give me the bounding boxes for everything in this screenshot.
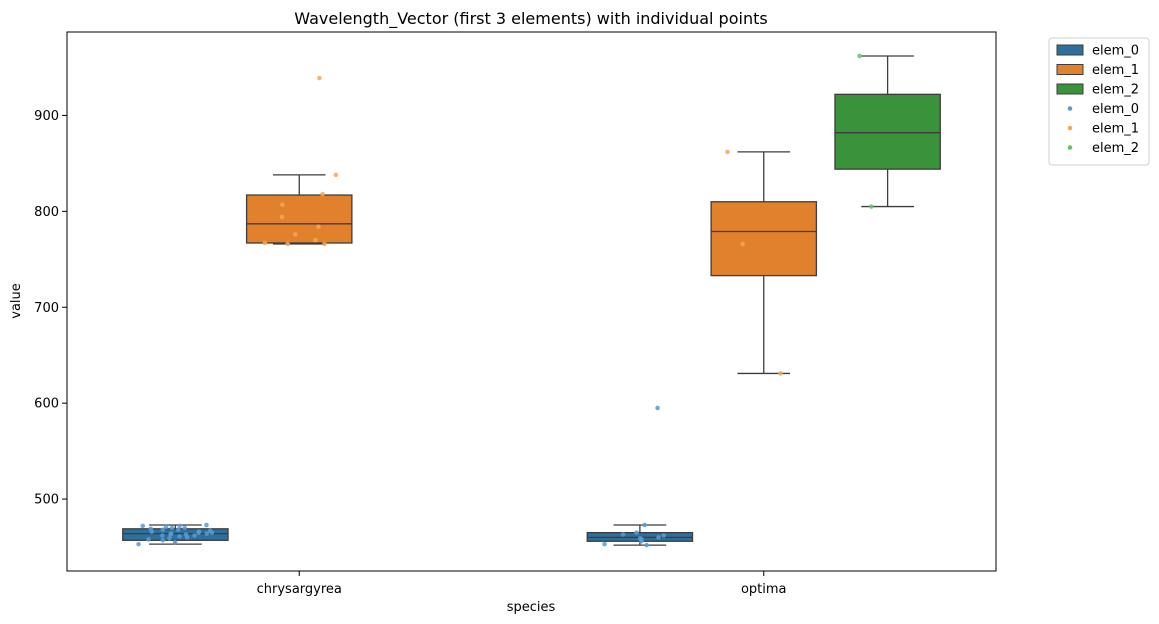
- point-elem_1: [740, 241, 745, 247]
- point-elem_0: [163, 524, 169, 530]
- point-elem_1: [320, 191, 325, 197]
- point-elem_0: [160, 533, 165, 538]
- point-elem_0: [176, 527, 181, 533]
- point-elem_0: [661, 533, 667, 538]
- y-tick-label: 700: [34, 301, 59, 316]
- y-axis: 500 600 700 800 900: [34, 109, 67, 508]
- legend-label-elem_0: elem_0: [1092, 102, 1139, 117]
- box-elem_1-optima: [710, 151, 818, 375]
- legend-label-elem_1: elem_1: [1092, 122, 1139, 137]
- point-elem_0: [177, 534, 182, 539]
- point-elem_0: [642, 522, 647, 528]
- point-elem_0: [656, 535, 661, 540]
- x-axis: chrysargyrea optima: [257, 571, 787, 597]
- point-elem_0: [172, 539, 178, 545]
- point-elem_1: [313, 237, 318, 243]
- plot-area: [122, 53, 941, 548]
- point-elem_1: [316, 224, 321, 229]
- y-tick-label: 800: [34, 205, 59, 220]
- point-elem_0: [634, 530, 639, 535]
- point-elem_0: [204, 522, 209, 528]
- point-elem_0: [204, 531, 210, 536]
- legend: elem_0 elem_1 elem_2 elem_0 elem_1 elem_2: [1048, 37, 1150, 166]
- box-body: [710, 201, 818, 277]
- point-elem_1: [285, 241, 290, 247]
- legend-marker-elem_0: [1067, 106, 1073, 111]
- point-elem_2: [857, 53, 862, 59]
- point-elem_1: [778, 371, 783, 376]
- point-elem_1: [279, 214, 285, 220]
- legend-marker-elem_2: [1067, 145, 1073, 150]
- legend-label-elem_1: elem_1: [1092, 63, 1139, 78]
- y-tick-label: 900: [34, 109, 59, 124]
- point-elem_0: [620, 532, 626, 537]
- x-tick-label: chrysargyrea: [257, 582, 342, 597]
- point-elem_0: [177, 523, 182, 529]
- point-elem_0: [136, 541, 141, 547]
- point-elem_1: [262, 240, 268, 246]
- point-elem_0: [140, 523, 146, 529]
- point-elem_0: [602, 541, 607, 547]
- point-elem_0: [192, 533, 197, 538]
- point-elem_1: [280, 202, 285, 207]
- point-elem_0: [167, 536, 172, 541]
- box-elem_1-chrysargyrea: [245, 174, 353, 245]
- plot-frame: [66, 31, 997, 572]
- point-elem_0: [644, 542, 649, 548]
- x-tick-label: optima: [741, 582, 787, 597]
- point-elem_1: [333, 172, 339, 178]
- box-elem_2-optima: [834, 55, 941, 208]
- point-elem_0: [639, 538, 644, 544]
- legend-marker-elem_1: [1067, 125, 1073, 131]
- point-elem_0: [160, 538, 166, 543]
- point-elem_1: [317, 75, 322, 81]
- y-tick-label: 600: [34, 397, 59, 412]
- chart-title: Wavelength_Vector (first 3 elements) wit…: [294, 9, 767, 29]
- point-elem_0: [169, 525, 175, 531]
- point-elem_0: [146, 537, 151, 542]
- point-elem_0: [184, 535, 190, 540]
- y-tick-label: 500: [34, 493, 59, 508]
- legend-label-elem_0: elem_0: [1092, 44, 1139, 59]
- x-axis-label: species: [507, 600, 556, 615]
- point-elem_0: [168, 532, 173, 537]
- legend-swatch-elem_1: [1056, 64, 1084, 75]
- y-axis-label: value: [9, 283, 24, 319]
- legend-label-elem_2: elem_2: [1092, 83, 1139, 98]
- box-body: [834, 93, 941, 170]
- legend-label-elem_2: elem_2: [1092, 141, 1139, 156]
- point-elem_2: [869, 204, 874, 209]
- point-elem_0: [160, 527, 166, 533]
- point-elem_1: [322, 241, 327, 247]
- point-elem_1: [725, 149, 730, 155]
- legend-swatch-elem_0: [1056, 44, 1084, 56]
- point-elem_0: [655, 405, 660, 411]
- box-body: [245, 194, 353, 244]
- point-elem_1: [293, 232, 298, 237]
- point-elem_0: [149, 529, 155, 534]
- point-elem_0: [209, 530, 215, 535]
- point-elem_0: [196, 530, 201, 535]
- legend-swatch-elem_2: [1056, 83, 1084, 95]
- point-elem_0: [182, 525, 187, 531]
